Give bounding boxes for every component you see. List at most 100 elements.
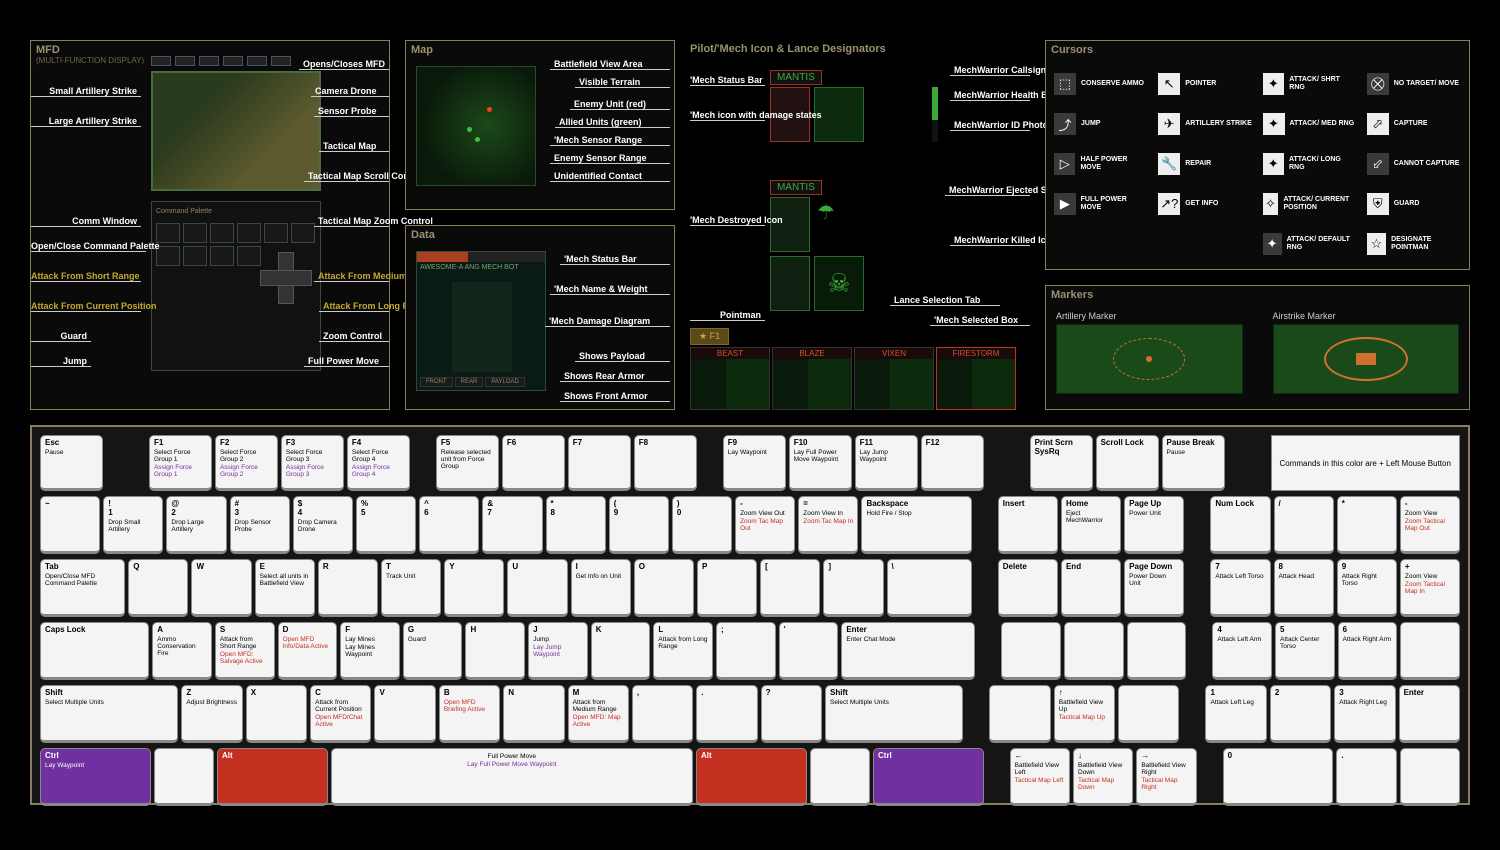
key [1127,622,1187,680]
cursor-icon: ✦ [1263,153,1285,175]
map-title: Map [406,41,674,56]
key: ShiftSelect Multiple Units [825,685,963,743]
callout: Full Power Move [304,356,389,367]
cursor-item: ✦ ATTACK/ MED RNG [1263,106,1357,142]
key: F7 [568,435,631,491]
markers-panel: Markers Artillery Marker Airstrike Marke… [1045,285,1470,410]
callout: Pointman [690,310,765,321]
mech-data-thumbnail: AWESOME-A ANG MECH BOT FRONTREARPAYLOAD [416,251,546,391]
key: =Zoom View InZoom Tac Map In [798,496,858,554]
key: !1Drop Small Artillery [103,496,163,554]
key: F4Select Force Group 4Assign Force Group… [347,435,410,491]
key: MAttack from Medium RangeOpen MFD: Map A… [568,685,629,743]
key: ? [761,685,822,743]
cursor-label: ATTACK/ LONG RNG [1289,156,1357,171]
callout: Tactical Map Scroll Controls [304,171,389,182]
cursor-icon: ⬃ [1367,153,1389,175]
key: 1Attack Left Leg [1205,685,1266,743]
key: V [374,685,435,743]
key: Num Lock [1210,496,1270,554]
key: 7Attack Left Torso [1210,559,1270,617]
callout: Tactical Map [319,141,389,152]
key: ↑Battlefield View UpTactical Map Up [1054,685,1115,743]
key: $4Drop Camera Drone [293,496,353,554]
callout: Small Artillery Strike [31,86,141,97]
key: N [503,685,564,743]
key: SAttack from Short RangeOpen MFD: Salvag… [215,622,275,680]
key: F5Release selected unit from Force Group [436,435,499,491]
cursors-panel: Cursors ⬚ CONSERVE AMMO↖ POINTER✦ ATTACK… [1045,40,1470,270]
tactical-map-thumbnail [151,71,321,191]
cursor-item: ⬃ CANNOT CAPTURE [1367,146,1461,182]
cursor-icon: ⛒ [1367,73,1389,95]
key [154,748,214,806]
key: O [634,559,694,617]
key: ESelect all units in Battlefield View [255,559,315,617]
key: BOpen MFD Briefing Active [439,685,500,743]
key: EscPause [40,435,103,491]
callout: Large Artillery Strike [31,116,141,127]
cursor-label: ATTACK/ CURRENT POSITION [1283,196,1356,211]
cursor-label: GUARD [1394,200,1420,208]
key: . [1336,748,1396,806]
key [810,748,870,806]
cursor-label: ARTILLERY STRIKE [1185,120,1252,128]
cursor-label: DESIGNATE POINTMAN [1391,236,1461,251]
key: 9Attack Right Torso [1337,559,1397,617]
callout: Attack From Long Range [319,301,389,312]
key: *8 [546,496,606,554]
cursors-title: Cursors [1046,41,1469,56]
cursor-item: ✦ ATTACK/ SHRT RNG [1263,66,1357,102]
lance-unit: VIXEN [854,347,934,410]
key: F1Select Force Group 1Assign Force Group… [149,435,212,491]
cursor-item: ✈ ARTILLERY STRIKE [1158,106,1252,142]
pilot-title: Pilot/'Mech Icon & Lance Designators [690,40,1030,55]
key: 6Attack Right Arm [1338,622,1398,680]
callout: Shows Payload [575,351,670,362]
key: F6 [502,435,565,491]
lance-unit: FIRESTORM [936,347,1016,410]
cursor-item: ✦ ATTACK/ DEFAULT RNG [1263,226,1357,262]
cursor-icon: ✧ [1263,193,1279,215]
key: Page DownPower Down Unit [1124,559,1184,617]
key: -Zoom View OutZoom Tac Map Out [735,496,795,554]
cursor-item: ☆ DESIGNATE POINTMAN [1367,226,1461,262]
callout: Attack From Medium Range [314,271,389,282]
artillery-marker-icon [1056,324,1243,394]
cursor-item: ✧ ATTACK/ CURRENT POSITION [1263,186,1357,222]
key: Q [128,559,188,617]
callsign-label: MANTIS [770,70,822,85]
key: ^6 [419,496,479,554]
key: F2Select Force Group 2Assign Force Group… [215,435,278,491]
callout: MechWarrior Killed Icon [950,235,1030,246]
callout: Allied Units (green) [555,117,670,128]
cursor-item: ▶ FULL POWER MOVE [1054,186,1148,222]
cursor-icon: ↗? [1158,193,1180,215]
key: AAmmo Conservation Fire [152,622,212,680]
key: %5 [356,496,416,554]
key: U [507,559,567,617]
key: BackspaceHold Fire / Stop [861,496,971,554]
cursor-item [1054,226,1148,262]
callout: Open/Close Command Palette [31,241,146,252]
cursor-label: GET INFO [1185,200,1218,208]
callout: Attack From Short Range [31,271,141,282]
key: ; [716,622,776,680]
callout: MechWarrior Ejected Safely [945,185,1030,196]
key [1001,622,1061,680]
cursor-icon: ⬀ [1367,113,1389,135]
key: Print Scrn SysRq [1030,435,1093,491]
cursor-label: NO TARGET/ MOVE [1394,80,1459,88]
armor-tabs: FRONTREARPAYLOAD [420,377,525,387]
callout: Camera Drone [311,86,389,97]
killed-icon: ☠ [814,256,864,311]
key: TabOpen/Close MFD Command Palette [40,559,125,617]
callout: Shows Rear Armor [560,371,670,382]
cursor-label: POINTER [1185,80,1216,88]
callout: 'Mech Destroyed Icon [690,215,765,226]
key: . [696,685,757,743]
cursor-icon: ⬚ [1054,73,1076,95]
key [1064,622,1124,680]
cursor-item: ↖ POINTER [1158,66,1252,102]
cursor-item: ▷ HALF POWER MOVE [1054,146,1148,182]
